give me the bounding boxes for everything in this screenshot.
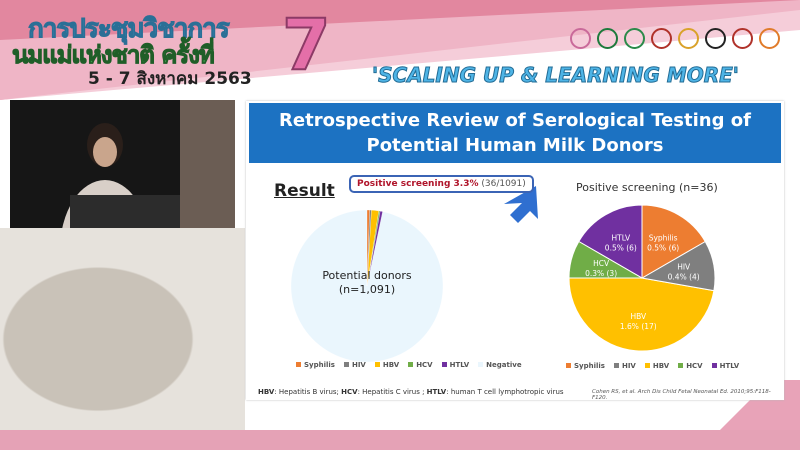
slide-title: Retrospective Review of Serological Test… bbox=[249, 103, 781, 163]
sponsor-logo bbox=[570, 28, 591, 49]
legend-item: HCV bbox=[678, 362, 703, 370]
pie2-slice-hbv bbox=[568, 277, 715, 352]
pie2-label-hbv: 1.6% (17) bbox=[620, 322, 657, 331]
pie2-label-hbv: HBV bbox=[630, 312, 647, 321]
child-photo bbox=[0, 228, 245, 430]
sponsor-logos bbox=[570, 28, 780, 49]
sponsor-logo bbox=[732, 28, 753, 49]
positive-screening-callout: Positive screening 3.3% (36/1091) bbox=[349, 175, 534, 193]
pie2-label-syphilis: 0.5% (6) bbox=[647, 243, 679, 252]
sponsor-logo bbox=[759, 28, 780, 49]
pie1-slice-syphilis bbox=[366, 209, 370, 287]
sponsor-logo bbox=[651, 28, 672, 49]
pie2-label-hcv: 0.3% (3) bbox=[585, 269, 617, 278]
arrow-icon bbox=[504, 186, 538, 223]
citation: Cohen RS, et al. Arch Dis Child Fetal Ne… bbox=[592, 389, 771, 401]
callout-count: (36/1091) bbox=[478, 179, 526, 189]
pie2-label-syphilis: Syphilis bbox=[649, 233, 678, 242]
sponsor-logo bbox=[678, 28, 699, 49]
conference-slogan: 'SCALING UP & LEARNING MORE' bbox=[372, 63, 740, 88]
pie2-label-hcv: HCV bbox=[593, 259, 610, 268]
conference-subtitle-thai: นมแม่แห่งชาติ ครั้งที่ bbox=[12, 41, 216, 70]
pie2-label-htlv: 0.5% (6) bbox=[605, 243, 637, 252]
legend-item: Negative bbox=[478, 361, 522, 369]
conference-date: 5 - 7 สิงหาคม 2563 bbox=[88, 69, 252, 89]
sponsor-logo bbox=[705, 28, 726, 49]
abbreviation-footnote: HBV: Hepatitis B virus; HCV: Hepatitis C… bbox=[258, 388, 564, 396]
pie2-title: Positive screening (n=36) bbox=[576, 181, 718, 194]
pie1-legend: Syphilis HIV HBV HCV HTLV Negative bbox=[296, 361, 522, 369]
legend-item: HIV bbox=[613, 362, 636, 370]
legend-item: HBV bbox=[374, 361, 399, 369]
slide-title-line1: Retrospective Review of Serological Test… bbox=[279, 110, 751, 131]
speaker-video bbox=[10, 100, 235, 228]
donor-label: Potential donors bbox=[322, 269, 412, 282]
presentation-slide: Retrospective Review of Serological Test… bbox=[246, 101, 784, 401]
pie2-legend: Syphilis HIV HBV HCV HTLV bbox=[566, 362, 739, 370]
podium bbox=[70, 195, 185, 228]
legend-item: Syphilis bbox=[296, 361, 335, 369]
donor-count: (n=1,091) bbox=[339, 283, 395, 296]
callout-bold: Positive screening 3.3% bbox=[357, 179, 479, 189]
sponsor-logo bbox=[624, 28, 645, 49]
slide-title-line2: Potential Human Milk Donors bbox=[366, 135, 664, 156]
legend-item: HBV bbox=[644, 362, 669, 370]
pie2-label-hiv: 0.4% (4) bbox=[668, 273, 700, 282]
pie-charts: Potential donors (n=1,091) Syphilis0.5% … bbox=[290, 186, 716, 363]
conference-title-thai: การประชุมวิชาการ bbox=[28, 14, 231, 45]
legend-item: HIV bbox=[343, 361, 366, 369]
pie2-label-hiv: HIV bbox=[677, 263, 691, 272]
pie2-slice-syphilis bbox=[641, 204, 706, 279]
sponsor-logo bbox=[597, 28, 618, 49]
edition-number: 7 bbox=[281, 3, 332, 87]
pie2-slice-htlv bbox=[578, 204, 643, 279]
legend-item: Syphilis bbox=[566, 362, 605, 370]
legend-item: HCV bbox=[408, 361, 433, 369]
result-heading: Result bbox=[274, 181, 335, 201]
pie2-label-htlv: HTLV bbox=[611, 233, 631, 242]
legend-item: HTLV bbox=[711, 362, 739, 370]
legend-item: HTLV bbox=[441, 361, 469, 369]
